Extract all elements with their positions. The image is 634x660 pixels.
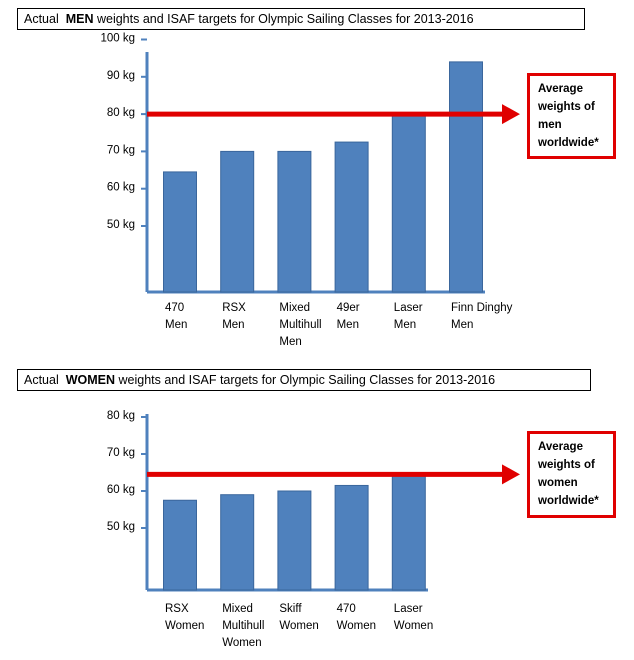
men-bar bbox=[449, 61, 483, 293]
men-note-line: weights of bbox=[538, 101, 595, 113]
men-y-tick-label: 80 kg bbox=[107, 107, 135, 119]
women-category-label: Laser Women bbox=[394, 603, 433, 632]
women-average-arrowhead bbox=[502, 464, 520, 485]
women-title-prefix: Actual bbox=[24, 373, 59, 387]
men-category-label: RSX Men bbox=[222, 302, 246, 331]
men-category-label: Laser Men bbox=[394, 302, 423, 331]
men-category-label: Mixed Multihull Men bbox=[279, 302, 321, 348]
women-category-label: RSX Women bbox=[165, 603, 204, 632]
men-bar bbox=[391, 113, 426, 293]
men-note-line: Average bbox=[538, 83, 583, 95]
women-title-bold: WOMEN bbox=[65, 373, 116, 387]
men-note-line: men bbox=[538, 119, 562, 131]
men-y-tick-label: 100 kg bbox=[100, 33, 135, 45]
women-y-tick-label: 60 kg bbox=[107, 484, 135, 496]
men-title-prefix: Actual bbox=[24, 12, 59, 26]
men-y-tick-label: 50 kg bbox=[107, 219, 135, 231]
men-category-label: 470 Men bbox=[165, 302, 187, 331]
women-note-line: women bbox=[538, 477, 578, 489]
men-average-arrowhead bbox=[502, 104, 520, 125]
women-note-line: weights of bbox=[538, 459, 595, 471]
men-bar bbox=[334, 141, 369, 293]
men-bar bbox=[220, 150, 255, 293]
men-chart-title: Actual MEN weights and ISAF targets for … bbox=[17, 8, 585, 30]
men-category-label: Finn Dinghy Men bbox=[451, 302, 513, 331]
men-bar bbox=[163, 171, 197, 293]
men-y-tick-label: 70 kg bbox=[107, 144, 135, 156]
women-category-label: Mixed Multihull Women bbox=[222, 603, 264, 649]
women-y-tick-label: 50 kg bbox=[107, 521, 135, 533]
men-bar bbox=[277, 150, 312, 293]
women-title-suffix: weights and ISAF targets for Olympic Sai… bbox=[118, 373, 496, 387]
women-y-tick-label: 70 kg bbox=[107, 447, 135, 459]
men-average-note: Average weights of men worldwide* bbox=[527, 73, 616, 159]
women-category-label: Skiff Women bbox=[279, 603, 318, 632]
men-category-label: 49er Men bbox=[337, 302, 360, 331]
men-title-suffix: weights and ISAF targets for Olympic Sai… bbox=[96, 12, 474, 26]
women-average-note: Average weights of women worldwide* bbox=[527, 431, 616, 518]
women-chart-title: Actual WOMEN weights and ISAF targets fo… bbox=[17, 369, 591, 391]
women-bar bbox=[334, 484, 369, 591]
men-y-tick-label: 60 kg bbox=[107, 182, 135, 194]
men-y-tick-label: 90 kg bbox=[107, 70, 135, 82]
women-bar bbox=[163, 499, 197, 591]
women-note-line: worldwide* bbox=[538, 495, 599, 507]
men-note-line: worldwide* bbox=[538, 137, 599, 149]
women-category-label: 470 Women bbox=[337, 603, 376, 632]
women-y-tick-label: 80 kg bbox=[107, 410, 135, 422]
women-bar bbox=[391, 473, 426, 591]
women-note-line: Average bbox=[538, 441, 583, 453]
women-bar bbox=[220, 494, 255, 591]
men-title-bold: MEN bbox=[65, 12, 94, 26]
women-bar bbox=[277, 490, 312, 591]
